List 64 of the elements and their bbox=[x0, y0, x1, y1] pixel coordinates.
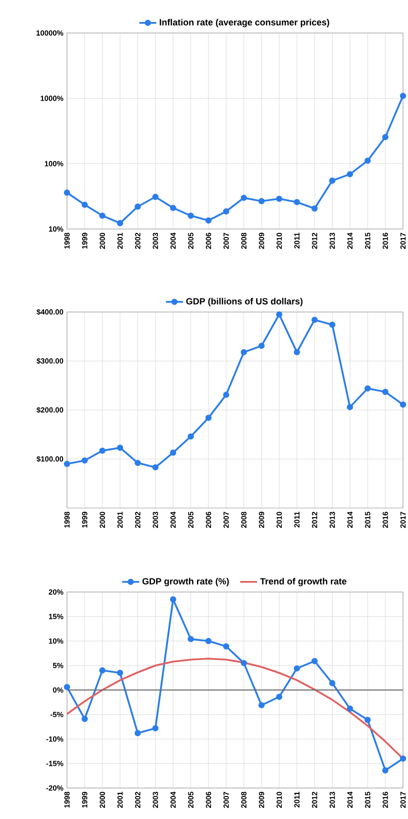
point bbox=[64, 684, 70, 690]
point bbox=[188, 433, 194, 440]
point bbox=[329, 680, 336, 686]
point bbox=[364, 716, 371, 723]
point bbox=[116, 670, 124, 676]
legend-label: GDP growth rate (%) bbox=[142, 578, 229, 586]
point bbox=[258, 198, 265, 204]
point bbox=[240, 660, 247, 666]
point bbox=[276, 196, 282, 202]
point bbox=[223, 643, 230, 650]
point bbox=[311, 316, 318, 323]
point bbox=[382, 388, 388, 395]
point bbox=[205, 414, 212, 421]
point bbox=[276, 694, 282, 700]
point bbox=[364, 385, 371, 392]
point bbox=[240, 349, 247, 356]
point bbox=[311, 205, 318, 212]
legend-label: GDP (billions of US dollars) bbox=[186, 298, 303, 306]
point bbox=[99, 448, 106, 454]
point bbox=[294, 349, 300, 356]
point bbox=[400, 756, 406, 762]
point bbox=[240, 194, 247, 201]
point bbox=[64, 190, 70, 196]
point bbox=[400, 92, 406, 99]
point bbox=[346, 706, 354, 712]
point bbox=[152, 464, 159, 470]
point bbox=[99, 667, 106, 674]
point bbox=[82, 716, 88, 722]
point bbox=[188, 212, 194, 219]
point bbox=[276, 311, 282, 318]
point bbox=[382, 767, 388, 774]
point bbox=[400, 402, 406, 408]
point bbox=[329, 178, 336, 184]
point bbox=[170, 596, 176, 602]
point bbox=[205, 638, 212, 644]
point bbox=[364, 158, 371, 164]
point bbox=[152, 725, 159, 732]
point bbox=[82, 457, 88, 464]
legend-label: Trend of growth rate bbox=[260, 578, 346, 586]
point bbox=[170, 204, 176, 212]
point bbox=[188, 636, 194, 642]
point bbox=[205, 217, 212, 224]
legend-label: Inflation rate (average consumer prices) bbox=[160, 18, 330, 28]
point bbox=[99, 212, 106, 219]
point bbox=[258, 342, 265, 349]
point bbox=[134, 204, 141, 210]
point bbox=[170, 450, 176, 456]
point bbox=[311, 658, 318, 664]
point bbox=[64, 460, 70, 468]
point bbox=[116, 444, 124, 451]
point bbox=[223, 392, 230, 398]
point bbox=[134, 460, 141, 466]
point bbox=[152, 194, 159, 200]
point bbox=[294, 665, 300, 672]
point bbox=[134, 730, 141, 736]
point bbox=[329, 322, 336, 328]
point bbox=[82, 202, 88, 208]
point bbox=[258, 702, 265, 708]
point bbox=[346, 404, 354, 410]
point bbox=[346, 171, 354, 178]
point bbox=[223, 208, 230, 214]
point bbox=[116, 220, 124, 226]
point bbox=[294, 199, 300, 206]
point bbox=[382, 134, 388, 140]
